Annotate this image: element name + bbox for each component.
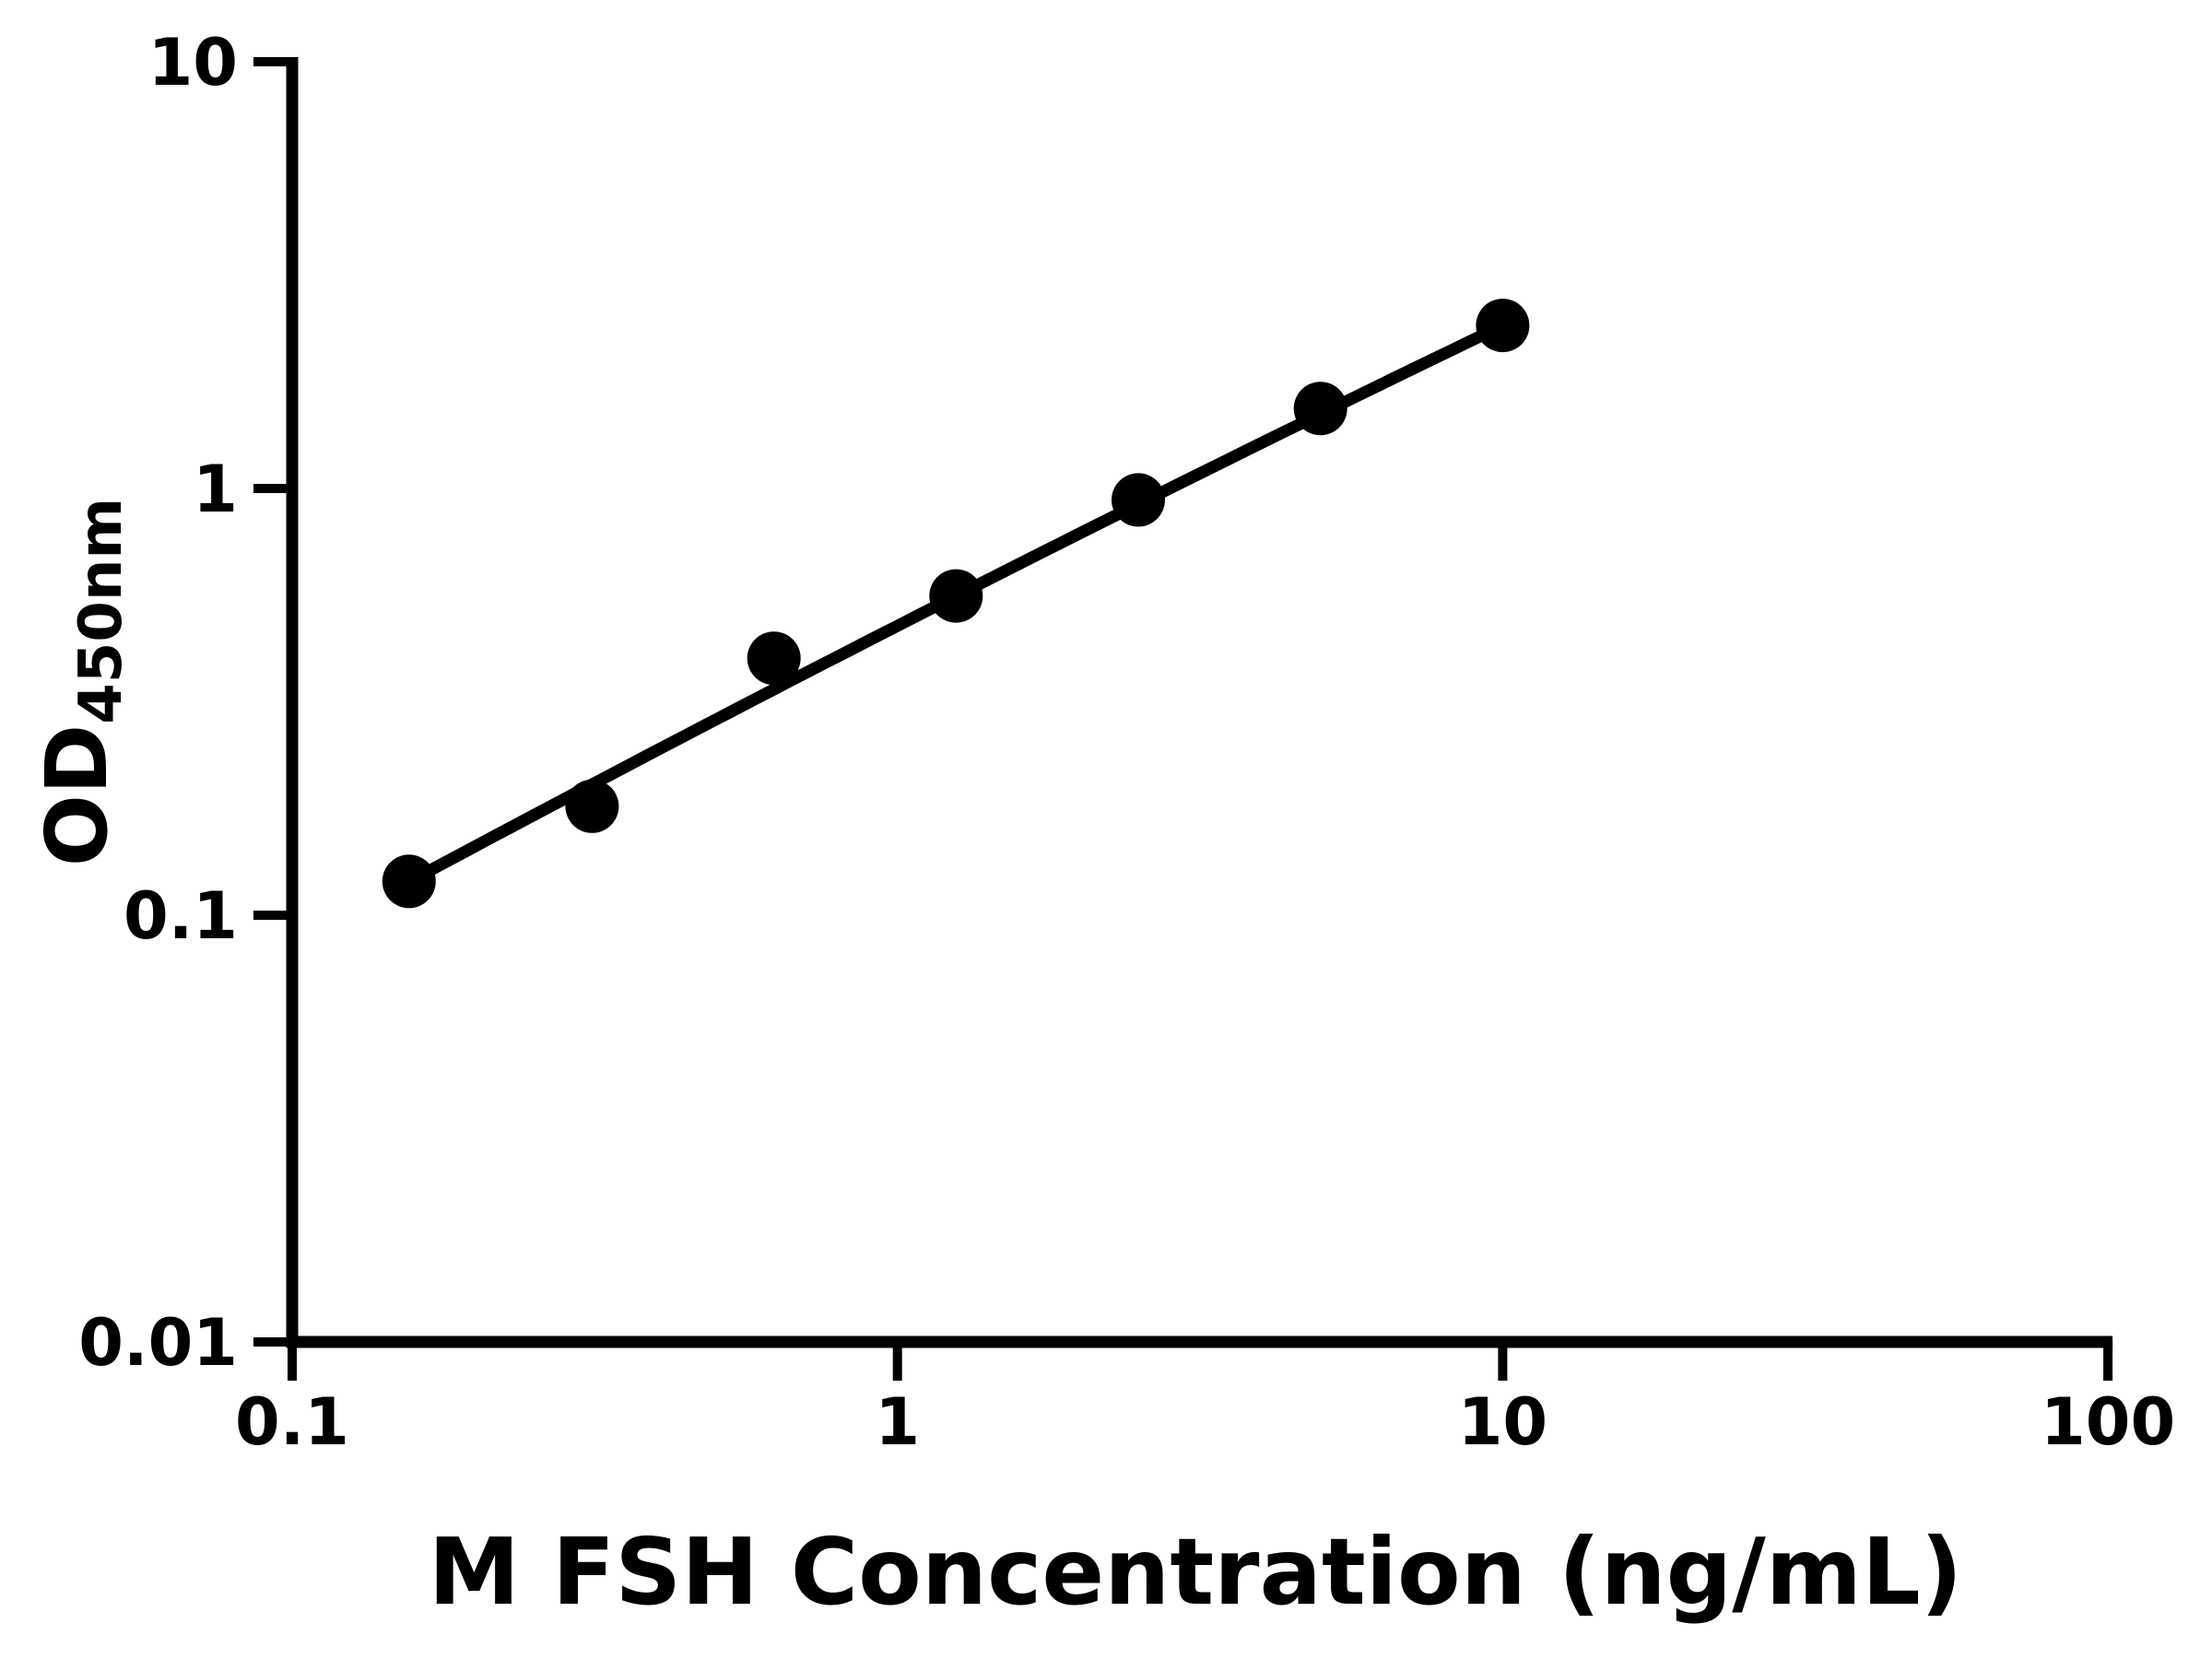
data-point bbox=[747, 631, 801, 686]
data-point bbox=[1476, 299, 1530, 353]
y-axis-title-main: OD bbox=[28, 724, 126, 867]
data-point bbox=[1112, 473, 1165, 527]
y-tick-label: 10 bbox=[148, 25, 238, 100]
y-axis-title: OD450nm bbox=[28, 498, 135, 866]
data-point bbox=[1293, 382, 1347, 436]
y-axis-title-sub: 450nm bbox=[67, 498, 135, 724]
x-tick-label: 1 bbox=[875, 1384, 920, 1460]
data-point bbox=[382, 854, 436, 909]
y-tick-label: 0.1 bbox=[124, 878, 238, 954]
data-point bbox=[929, 569, 983, 623]
x-tick-label: 0.1 bbox=[235, 1384, 349, 1460]
x-tick-label: 100 bbox=[2041, 1384, 2175, 1460]
y-tick-label: 0.01 bbox=[78, 1305, 238, 1381]
y-tick-label: 1 bbox=[193, 452, 238, 527]
x-axis-title: M FSH Concentration (ng/mL) bbox=[429, 1518, 1963, 1626]
x-tick-label: 10 bbox=[1458, 1384, 1547, 1460]
data-point bbox=[565, 779, 619, 833]
